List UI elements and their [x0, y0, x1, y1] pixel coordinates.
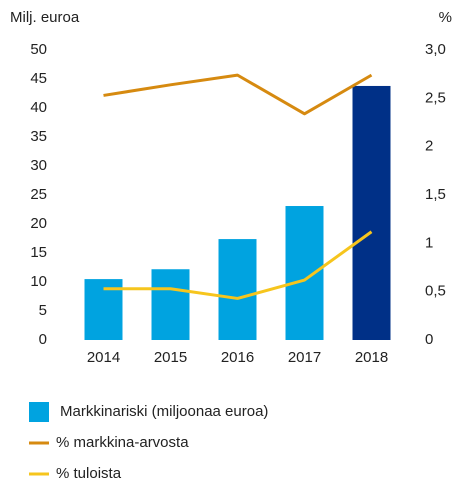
- y-tick-label: 20: [30, 215, 47, 232]
- legend-label: Markkinariski (miljoonaa euroa): [60, 403, 268, 420]
- x-tick-label: 2016: [221, 349, 254, 366]
- y-tick-label: 5: [39, 302, 47, 319]
- y-tick-label: 10: [30, 273, 47, 290]
- bar: [218, 239, 257, 340]
- y-tick-label: 50: [30, 41, 47, 58]
- y2-axis-title: %: [439, 9, 452, 26]
- y-tick-label: 45: [30, 70, 47, 87]
- x-tick-label: 2017: [288, 349, 321, 366]
- y-tick-label: 40: [30, 99, 47, 116]
- y2-tick-label: 2,5: [425, 89, 446, 106]
- bar: [352, 85, 391, 341]
- y-tick-label: 30: [30, 157, 47, 174]
- y-axis-title: Milj. euroa: [10, 9, 80, 26]
- y2-tick-label: 0: [425, 331, 433, 348]
- y-tick-label: 25: [30, 186, 47, 203]
- x-tick-label: 2018: [355, 349, 388, 366]
- legend-swatch: [29, 402, 49, 422]
- bar: [151, 269, 190, 340]
- y2-tick-label: 3,0: [425, 41, 446, 58]
- bar: [285, 206, 324, 340]
- y-tick-label: 15: [30, 244, 47, 261]
- y2-tick-label: 0,5: [425, 283, 446, 300]
- x-tick-label: 2015: [154, 349, 187, 366]
- y2-tick-label: 2: [425, 138, 433, 155]
- y2-tick-label: 1: [425, 234, 433, 251]
- x-tick-label: 2014: [87, 349, 120, 366]
- legend-label: % tuloista: [56, 465, 122, 482]
- y-tick-label: 35: [30, 128, 47, 145]
- line: [103, 230, 373, 300]
- legend-label: % markkina-arvosta: [56, 434, 189, 451]
- y-tick-label: 0: [39, 331, 47, 348]
- line: [103, 73, 373, 116]
- y2-tick-label: 1,5: [425, 186, 446, 203]
